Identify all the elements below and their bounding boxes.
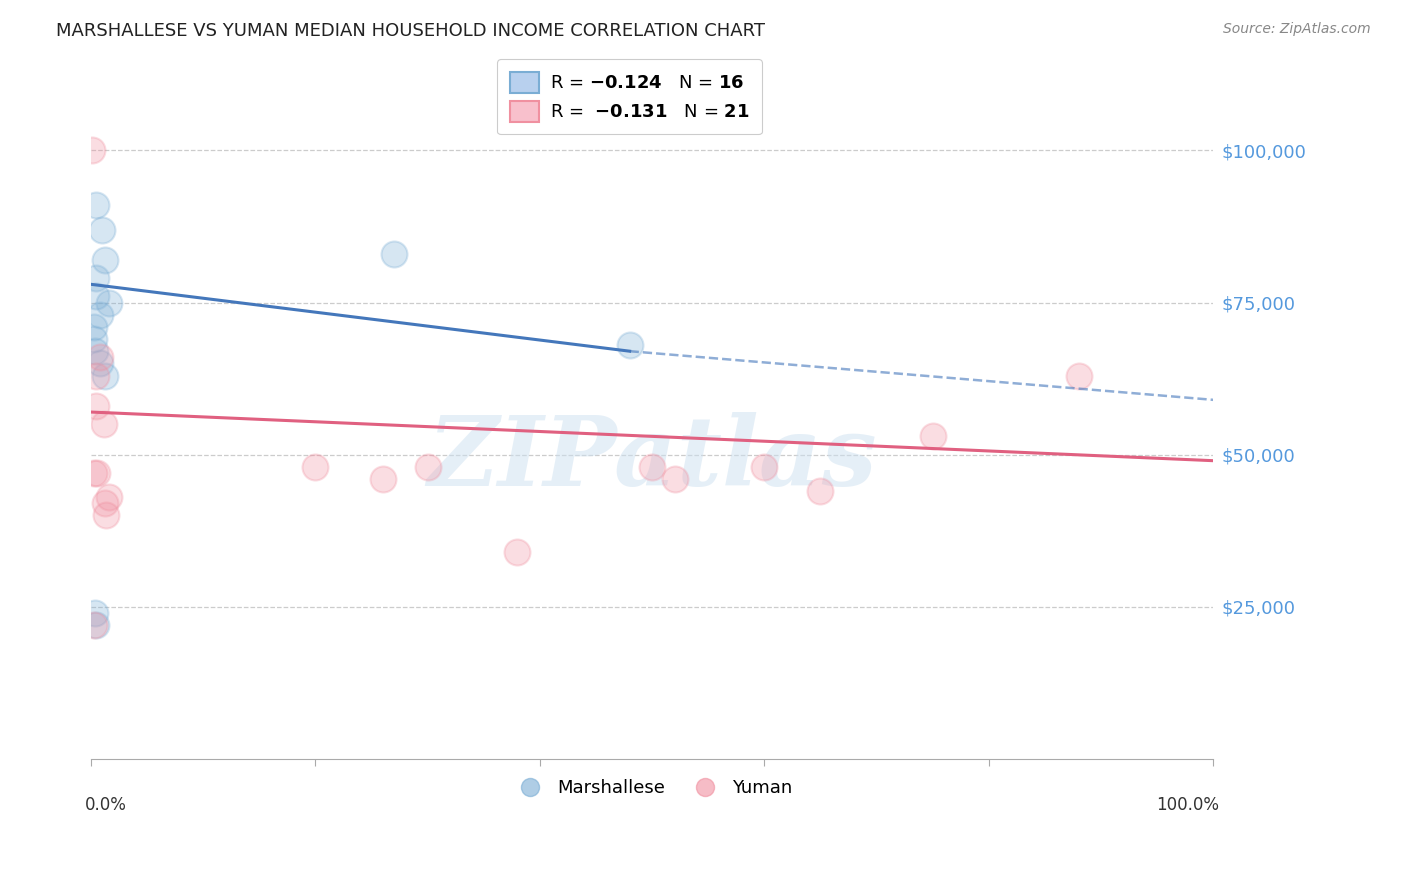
Point: [89, 351, 111, 365]
Point: [97, 295, 120, 310]
Text: 100.0%: 100.0%: [1156, 797, 1219, 814]
Point: [664, 472, 686, 486]
Point: [506, 545, 529, 559]
Point: [810, 484, 832, 499]
Point: [97, 490, 120, 504]
Point: [304, 459, 326, 474]
Text: MARSHALLESE VS YUMAN MEDIAN HOUSEHOLD INCOME CORRELATION CHART: MARSHALLESE VS YUMAN MEDIAN HOUSEHOLD IN…: [56, 22, 765, 40]
Point: [371, 472, 394, 486]
Point: [93, 417, 115, 432]
Point: [83, 618, 105, 632]
Point: [619, 338, 641, 352]
Point: [94, 496, 117, 510]
Point: [86, 399, 108, 413]
Point: [86, 271, 108, 285]
Point: [89, 356, 111, 370]
Point: [86, 368, 108, 383]
Point: [96, 508, 118, 523]
Point: [1067, 368, 1090, 383]
Text: 0.0%: 0.0%: [86, 797, 127, 814]
Point: [754, 459, 776, 474]
Point: [86, 466, 108, 480]
Point: [94, 252, 117, 267]
Point: [921, 429, 943, 443]
Point: [83, 332, 105, 346]
Point: [83, 466, 105, 480]
Point: [94, 368, 117, 383]
Point: [91, 222, 114, 236]
Text: Source: ZipAtlas.com: Source: ZipAtlas.com: [1223, 22, 1371, 37]
Point: [84, 344, 107, 359]
Point: [86, 198, 108, 212]
Point: [84, 606, 107, 620]
Legend: Marshallese, Yuman: Marshallese, Yuman: [505, 772, 800, 805]
Point: [80, 144, 103, 158]
Text: ZIPatlas: ZIPatlas: [427, 412, 877, 506]
Point: [86, 289, 108, 303]
Point: [416, 459, 439, 474]
Point: [382, 247, 405, 261]
Point: [86, 618, 108, 632]
Point: [89, 308, 111, 322]
Point: [83, 319, 105, 334]
Point: [641, 459, 664, 474]
